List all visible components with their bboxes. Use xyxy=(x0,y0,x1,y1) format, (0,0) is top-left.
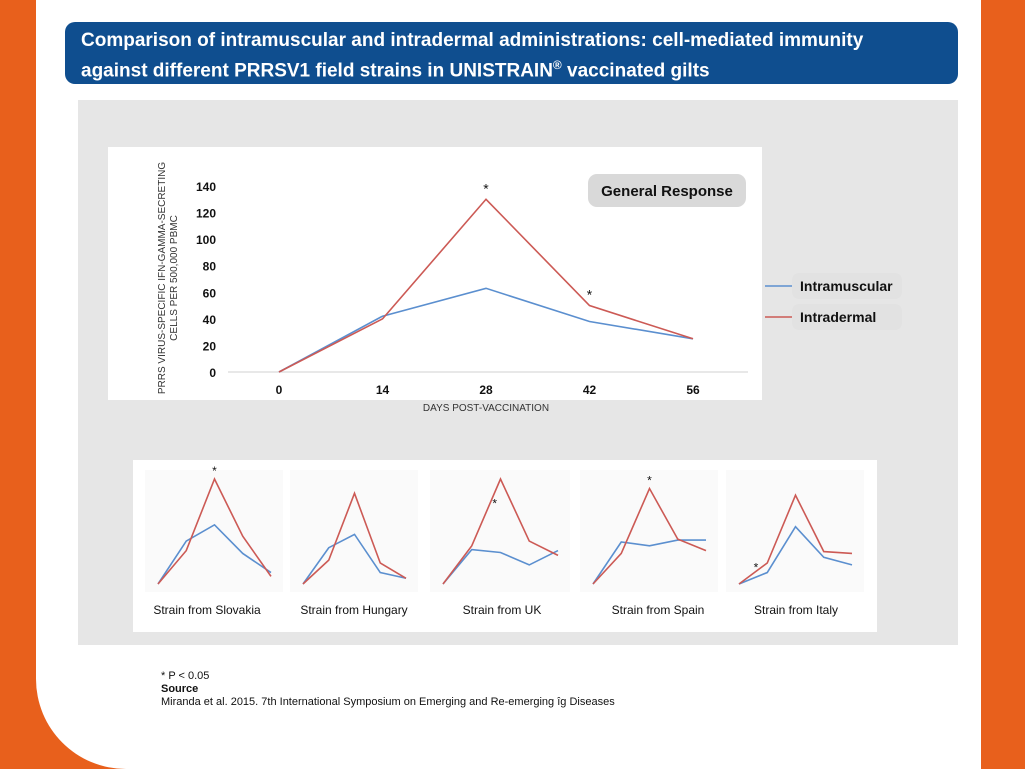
x-tick-label: 28 xyxy=(479,383,493,397)
significance-asterisk: * xyxy=(212,464,217,478)
significance-asterisk: * xyxy=(492,497,497,511)
x-tick-label: 42 xyxy=(583,383,597,397)
strain-label: Strain from Spain xyxy=(612,603,705,617)
series-line-intradermal xyxy=(278,198,694,373)
title-line-2-text: against different PRRSV1 field strains i… xyxy=(81,60,553,82)
x-tick-label: 14 xyxy=(376,383,390,397)
legend-label-intramuscular: Intramuscular xyxy=(800,278,893,294)
strain-label: Strain from UK xyxy=(463,603,542,617)
strain-chart: * Strain from Italy xyxy=(726,470,864,617)
y-tick-label: 20 xyxy=(203,339,217,353)
significance-asterisk: * xyxy=(754,561,759,575)
y-axis-label-line-2: CELLS PER 500,000 PBMC xyxy=(169,215,180,341)
significance-asterisk: * xyxy=(587,287,593,303)
y-tick-label: 140 xyxy=(196,180,216,194)
x-axis-label: DAYS POST-VACCINATION xyxy=(423,403,549,414)
title-line-2-end: vaccinated gilts xyxy=(561,60,710,82)
x-tick-label: 0 xyxy=(276,383,283,397)
registered-mark: ® xyxy=(552,58,562,72)
strain-line-intradermal xyxy=(592,486,707,585)
strain-label: Strain from Slovakia xyxy=(153,603,261,617)
y-tick-label: 60 xyxy=(203,286,217,300)
legend-label-intradermal: Intradermal xyxy=(800,309,876,325)
source-label: Source xyxy=(161,683,199,695)
significance-asterisk: * xyxy=(483,180,489,196)
y-tick-label: 100 xyxy=(196,233,216,247)
series-line-intramuscular xyxy=(278,287,694,373)
significance-note: * P < 0.05 xyxy=(161,670,210,682)
strain-line-intradermal xyxy=(302,491,407,585)
strain-chart: * Strain from Slovakia xyxy=(145,464,283,617)
significance-asterisk: * xyxy=(647,474,652,488)
strain-label: Strain from Italy xyxy=(754,603,838,617)
strain-line-intramuscular xyxy=(592,539,706,585)
strain-line-intramuscular xyxy=(738,525,853,585)
y-tick-label: 120 xyxy=(196,207,216,221)
strain-line-intradermal xyxy=(738,493,853,585)
title-line-2: against different PRRSV1 field strains i… xyxy=(81,53,942,83)
strain-line-intradermal xyxy=(157,477,272,585)
strain-chart: * Strain from Spain xyxy=(580,470,718,617)
strain-label: Strain from Hungary xyxy=(300,603,407,617)
y-tick-label: 40 xyxy=(203,313,217,327)
chart-title-pill xyxy=(588,174,746,207)
strain-chart-area xyxy=(726,470,864,592)
footnote-block: * P < 0.05 Source Miranda et al. 2015. 7… xyxy=(161,670,615,709)
legend-pill xyxy=(792,273,902,299)
strain-line-intradermal xyxy=(442,477,559,585)
slide-title: Comparison of intramuscular and intrader… xyxy=(65,22,958,84)
strain-chart: Strain from Hungary xyxy=(290,470,418,617)
title-line-1: Comparison of intramuscular and intrader… xyxy=(81,30,864,51)
strain-chart: * Strain from UK xyxy=(430,470,570,617)
chart-title: General Response xyxy=(601,183,733,200)
strain-line-intramuscular xyxy=(302,533,407,585)
y-axis-label-line-1: PRRS VIRUS-SPECIFIC IFN-GAMMA-SECRETING xyxy=(157,162,168,394)
y-tick-label: 80 xyxy=(203,260,217,274)
strain-line-intramuscular xyxy=(157,523,272,585)
y-tick-label: 0 xyxy=(209,366,216,380)
source-text: Miranda et al. 2015. 7th International S… xyxy=(161,696,615,708)
strain-line-intramuscular xyxy=(442,548,559,585)
x-tick-label: 56 xyxy=(686,383,700,397)
legend-pill xyxy=(792,304,902,330)
